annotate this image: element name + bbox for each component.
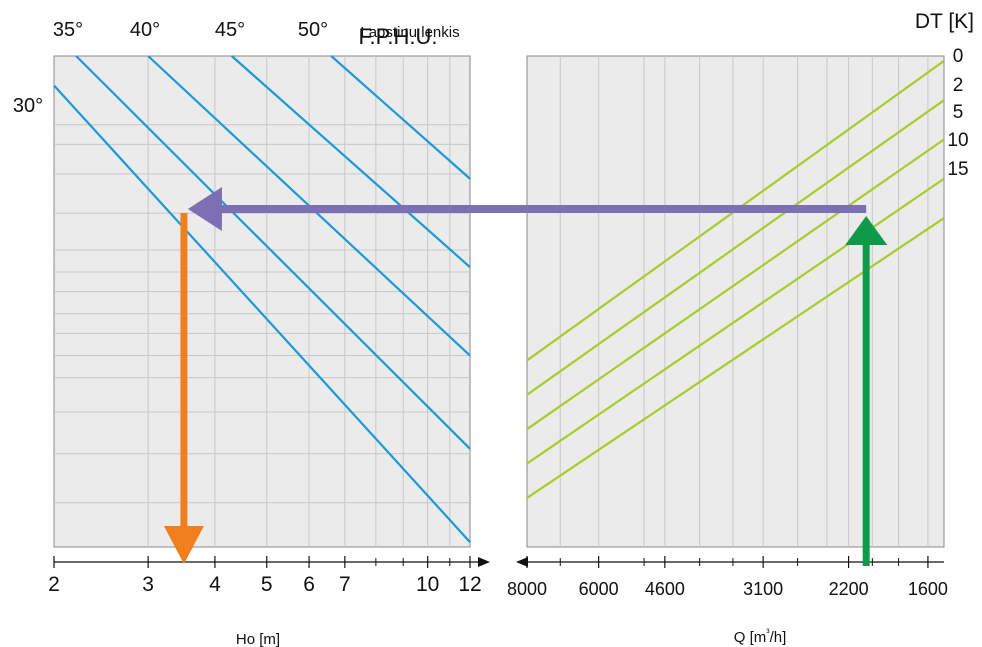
angle-label-2: 40°	[130, 19, 160, 41]
left-x-tick-label-4: 6	[303, 573, 315, 596]
right-x-tick-label-5: 1600	[908, 579, 948, 599]
right-plot-area	[526, 55, 945, 548]
angle-label-0: 30°	[13, 95, 43, 117]
arrow-left-head	[187, 187, 222, 231]
right-x-tick-label-2: 4600	[645, 579, 685, 599]
example-arrows	[163, 187, 888, 566]
chart-labels: 30° 35° 40° 45° 50° F.P.H.U.Lapstinu lenkis DT…	[13, 10, 974, 180]
left-panel: 2 3 4 5 6 7 10 12 Ho [m]	[48, 55, 490, 647]
right-axis-arrowhead	[516, 557, 528, 567]
left-x-tick-label-1: 3	[142, 573, 154, 596]
left-x-tick-label-0: 2	[48, 573, 60, 596]
dt-label-4: 15	[947, 159, 968, 180]
angle-line-4	[330, 55, 471, 180]
angle-label-4: 50°	[298, 19, 328, 41]
angle-label-3: 45°	[215, 19, 245, 41]
arrow-down-head	[163, 526, 204, 564]
left-x-tick-label-5: 7	[339, 573, 351, 596]
right-x-axis-title: Q [m³/h]	[734, 628, 787, 646]
dt-axis-title: DT [K]	[915, 10, 974, 33]
right-panel: 8000 6000 4600 3100 2200 1600 Q [m³/h]	[507, 55, 948, 646]
dt-label-1: 2	[953, 75, 964, 96]
chart-title-overlay: Lapstinu lenkis	[360, 24, 459, 41]
angle-line-1	[75, 55, 471, 450]
angle-label-1: 35°	[53, 19, 83, 41]
dt-line-3	[526, 177, 945, 465]
dt-line-1	[526, 99, 945, 396]
dt-line-4	[526, 217, 945, 499]
left-axis-arrowhead	[478, 557, 490, 567]
right-x-tick-label-3: 3100	[743, 579, 783, 599]
dt-label-0: 0	[953, 46, 964, 67]
left-x-axis-title: Ho [m]	[236, 631, 280, 647]
right-x-tick-label-4: 2200	[829, 579, 869, 599]
left-x-tick-label-7: 12	[458, 573, 481, 596]
right-x-tick-label-1: 6000	[579, 579, 619, 599]
dt-label-2: 5	[953, 102, 964, 123]
arrow-up-head	[845, 216, 888, 245]
right-x-tick-label-0: 8000	[507, 579, 547, 599]
left-x-tick-label-6: 10	[416, 573, 439, 596]
dt-label-3: 10	[947, 130, 968, 151]
dt-line-2	[526, 138, 945, 431]
angle-line-0	[53, 84, 471, 543]
chart-title: F.P.H.U.	[358, 24, 437, 49]
left-x-tick-label-2: 4	[209, 573, 221, 596]
left-x-tick-label-3: 5	[261, 573, 273, 596]
angle-line-3	[230, 55, 471, 268]
